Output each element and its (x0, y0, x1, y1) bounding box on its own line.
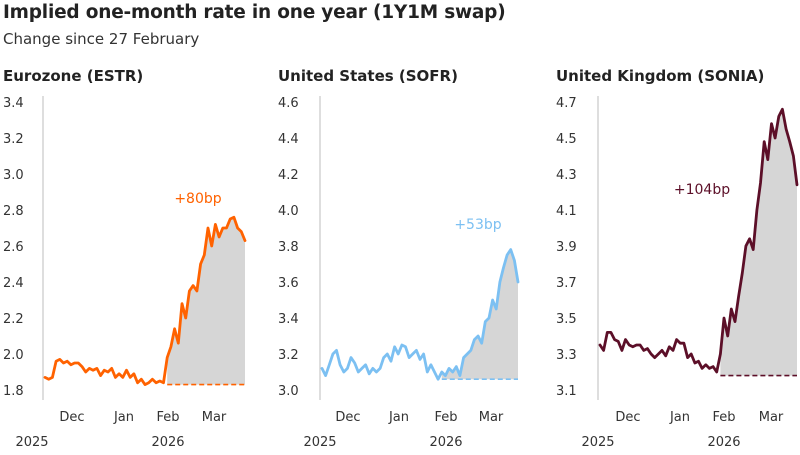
y-tick-label: 2.6 (3, 240, 24, 255)
y-tick-label: 2.2 (3, 312, 24, 327)
x-tick-label: Dec (335, 410, 360, 425)
y-tick-label: 3.2 (3, 132, 24, 147)
x-tick-label: Jan (669, 410, 690, 425)
year-label: 2025 (581, 435, 614, 450)
y-tick-label: 3.4 (3, 96, 24, 111)
x-tick-label: Mar (759, 410, 784, 425)
y-tick-label: 3.2 (278, 348, 299, 363)
x-tick-label: Mar (479, 410, 504, 425)
x-tick-label: Feb (434, 410, 457, 425)
y-tick-label: 3.0 (278, 384, 299, 399)
change-shaded-area (720, 109, 797, 376)
y-tick-label: 3.8 (278, 240, 299, 255)
change-shaded-area (167, 217, 245, 385)
y-tick-label: 3.7 (556, 276, 577, 291)
y-tick-label: 3.4 (278, 312, 299, 327)
series-line (598, 107, 799, 374)
y-tick-label: 4.5 (556, 132, 577, 147)
y-tick-label: 4.7 (556, 96, 577, 111)
y-tick-label: 3.5 (556, 312, 577, 327)
y-tick-label: 4.1 (556, 204, 577, 219)
y-tick-label: 4.4 (278, 132, 299, 147)
x-tick-label: Dec (59, 410, 84, 425)
x-tick-label: Jan (113, 410, 134, 425)
panel-title-united-kingdom: United Kingdom (SONIA) (556, 67, 764, 85)
year-label: 2025 (15, 435, 48, 450)
y-tick-label: 3.6 (278, 276, 299, 291)
y-tick-label: 4.0 (278, 204, 299, 219)
panel-title-united-states: United States (SOFR) (278, 67, 458, 85)
chart-title: Implied one-month rate in one year (1Y1M… (3, 2, 506, 23)
series-line (43, 215, 247, 386)
panel-title-eurozone: Eurozone (ESTR) (3, 67, 143, 85)
panel-united-states: United States (SOFR) 3.0 3.2 3.4 3.6 3.8 4.0 4… (278, 67, 520, 450)
x-tick-label: Feb (156, 410, 179, 425)
year-label: 2026 (151, 435, 184, 450)
panel-united-kingdom: United Kingdom (SONIA) 3.1 3.3 3.5 3.7 3.9 4.… (556, 67, 799, 450)
chart-subtitle: Change since 27 February (3, 30, 200, 48)
year-label: 2026 (707, 435, 740, 450)
y-tick-label: 2.0 (3, 348, 24, 363)
change-annotation: +53bp (454, 217, 501, 233)
change-annotation: +80bp (174, 191, 221, 207)
y-tick-label: 4.3 (556, 168, 577, 183)
panel-eurozone: Eurozone (ESTR) 1.8 2.0 2.2 2.4 2.6 2.8 3.0 3.2… (3, 67, 247, 450)
y-tick-label: 3.0 (3, 168, 24, 183)
year-label: 2025 (303, 435, 336, 450)
y-tick-label: 3.1 (556, 384, 577, 399)
change-shaded-area (441, 249, 518, 380)
x-tick-label: Mar (202, 410, 227, 425)
y-tick-label: 3.9 (556, 240, 577, 255)
x-tick-label: Feb (712, 410, 735, 425)
y-tick-label: 4.2 (278, 168, 299, 183)
y-tick-label: 2.8 (3, 204, 24, 219)
y-tick-label: 2.4 (3, 276, 24, 291)
y-tick-label: 4.6 (278, 96, 299, 111)
series-line (320, 248, 520, 381)
year-label: 2026 (429, 435, 462, 450)
y-tick-label: 3.3 (556, 348, 577, 363)
change-annotation: +104bp (674, 182, 730, 198)
x-tick-label: Dec (615, 410, 640, 425)
y-tick-label: 1.8 (3, 384, 24, 399)
x-tick-label: Jan (388, 410, 409, 425)
